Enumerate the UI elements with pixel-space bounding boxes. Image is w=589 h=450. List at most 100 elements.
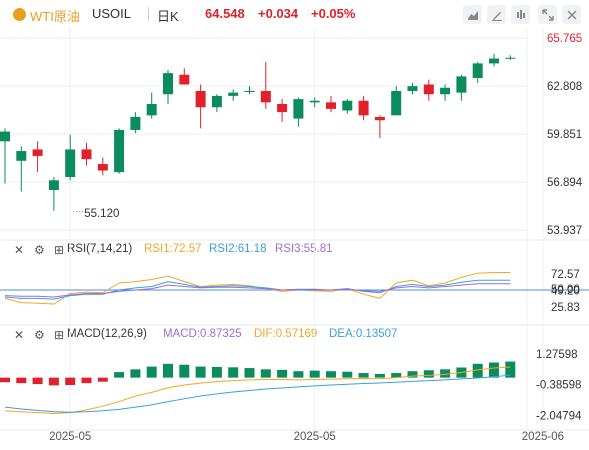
- macd-series-line: [4, 366, 511, 415]
- candle-body: [456, 76, 467, 93]
- candle-body: [260, 90, 271, 103]
- macd-histogram-bar: [16, 377, 27, 384]
- macd-histogram-bar: [65, 377, 76, 385]
- price-tick-label: 59.851: [547, 129, 582, 141]
- draw-icon[interactable]: [487, 5, 506, 24]
- price-change: +0.034: [258, 6, 299, 21]
- macd-histogram-bar: [0, 377, 10, 383]
- rsi-header: ✕ ⚙ ⊞ RSI(7,14,21) RSI1:72.57 RSI2:61.18…: [0, 243, 589, 259]
- candle-body: [65, 149, 76, 178]
- macd-histogram-bar: [130, 369, 141, 378]
- add-box-icon[interactable]: ⊞: [54, 328, 65, 342]
- macd-histogram-bar: [472, 363, 483, 378]
- annotation-leader: ····: [72, 206, 84, 216]
- price-tick-label: 56.894: [547, 177, 583, 189]
- price-tick-label: 65.765: [547, 33, 582, 45]
- x-tick-label: 2025-05: [49, 431, 91, 443]
- candle-body: [391, 90, 402, 116]
- candle-body: [407, 86, 418, 91]
- candle-body: [440, 87, 451, 95]
- candle-body: [505, 57, 516, 59]
- macd-histogram-bar: [228, 367, 239, 378]
- x-tick-label: 2025-05: [294, 431, 336, 443]
- candle-body: [146, 103, 157, 116]
- header-divider: [148, 7, 149, 21]
- candle-body: [244, 90, 255, 92]
- macd-histogram-bar: [244, 368, 255, 378]
- macd-histogram-bar: [211, 366, 222, 378]
- candle-body: [114, 129, 125, 173]
- expand-icon[interactable]: [538, 5, 557, 24]
- macd-histogram-bar: [326, 371, 336, 378]
- macd-tick-label: -2.04794: [536, 410, 582, 422]
- period-selector[interactable]: 日K: [157, 9, 179, 24]
- macd-histogram-bar: [48, 377, 59, 386]
- x-tick-label: 2025-06: [522, 431, 564, 443]
- macd-histogram-bar: [97, 377, 108, 382]
- dea-value: DEA:0.13507: [329, 328, 398, 340]
- macd-tick-label: -0.38598: [536, 380, 581, 392]
- macd-histogram-bar: [260, 369, 271, 378]
- settings-icon[interactable]: ⚙: [34, 328, 45, 342]
- candle-body: [293, 99, 304, 119]
- macd-histogram-bar: [114, 372, 125, 378]
- dif-value: DIF:0.57169: [254, 328, 318, 340]
- oil-logo-icon: [13, 8, 26, 21]
- candle-body: [0, 131, 10, 142]
- rsi-tick-label: 72.57: [551, 269, 580, 281]
- candle-body: [472, 63, 483, 79]
- candle-body: [48, 180, 59, 191]
- candle-body: [358, 100, 369, 116]
- macd-histogram-bar: [391, 373, 402, 378]
- macd-histogram-bar: [293, 371, 304, 378]
- candle-body: [97, 164, 108, 171]
- candle-body: [489, 58, 499, 64]
- macd-histogram-bar: [309, 370, 320, 378]
- candle-body: [228, 92, 239, 96]
- macd-histogram-bar: [489, 362, 499, 378]
- add-box-icon[interactable]: ⊞: [54, 243, 65, 257]
- macd-value: MACD:0.87325: [163, 328, 242, 340]
- macd-histogram-bar: [179, 364, 190, 378]
- macd-histogram-bar: [342, 371, 353, 378]
- macd-histogram-bar: [358, 373, 369, 378]
- last-price: 64.548: [205, 6, 245, 21]
- candle-body: [342, 100, 353, 111]
- candle-body: [195, 90, 206, 108]
- candle-body: [211, 95, 222, 108]
- price-change-pct: +0.05%: [311, 6, 356, 21]
- rsi2-value: RSI2:61.18: [209, 243, 267, 255]
- macd-histogram-bar: [146, 366, 157, 378]
- macd-series-line: [4, 374, 511, 413]
- macd-histogram-bar: [195, 366, 206, 378]
- candle-body: [309, 100, 320, 103]
- collapse-chevron-icon[interactable]: ✕: [14, 328, 25, 342]
- macd-histogram-bar: [163, 363, 173, 378]
- candle-body: [130, 116, 141, 130]
- macd-histogram-bar: [423, 370, 434, 378]
- rsi-series-line: [4, 283, 511, 298]
- area-chart-icon[interactable]: [463, 5, 482, 24]
- instrument-symbol: USOIL: [92, 6, 132, 21]
- price-tick-label: 62.808: [547, 81, 582, 93]
- chart-header: WTI原油 USOIL 日K 64.548 +0.034 +0.05%: [0, 0, 589, 28]
- rsi-midline-label: 50.00: [551, 284, 580, 296]
- settings-icon[interactable]: ⚙: [34, 243, 45, 257]
- rsi-label: RSI(7,14,21): [67, 243, 133, 255]
- candle-body: [277, 103, 288, 113]
- price-tick-label: 53.937: [547, 225, 582, 237]
- rsi1-value: RSI1:72.57: [144, 243, 202, 255]
- macd-histogram-bar: [505, 361, 516, 378]
- instrument-title: WTI原油: [30, 9, 80, 24]
- indicator-icon[interactable]: [511, 5, 530, 24]
- collapse-chevron-icon[interactable]: ✕: [14, 243, 25, 257]
- macd-histogram-bar: [81, 377, 92, 384]
- macd-header: ✕ ⚙ ⊞ MACD(12,26,9) MACD:0.87325 DIF:0.5…: [0, 328, 589, 344]
- close-icon[interactable]: [562, 5, 581, 24]
- candle-body: [423, 84, 434, 95]
- macd-tick-label: 1.27598: [536, 349, 578, 361]
- rsi-tick-label: 25.83: [551, 302, 580, 314]
- low-annotation: 55.120: [84, 208, 119, 220]
- candle-body: [163, 73, 173, 95]
